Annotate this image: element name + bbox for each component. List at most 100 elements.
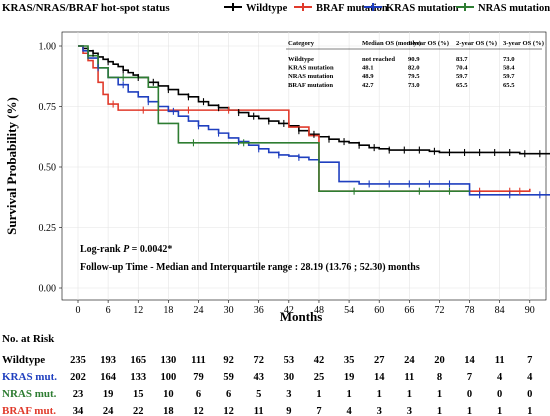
stats-cell-0-2: 90.9 — [408, 56, 420, 63]
risk-cell-0-8: 42 — [314, 355, 325, 366]
y-tick-label-1: 0.25 — [39, 223, 57, 234]
y-axis-label: Survival Probability (%) — [4, 97, 19, 235]
stats-cell-3-2: 73.0 — [408, 82, 420, 89]
legend-title: KRAS/NRAS/BRAF hot-spot status — [2, 2, 170, 14]
stats-header-3: 2-year OS (%) — [456, 40, 497, 47]
risk-cell-1-14: 4 — [497, 372, 503, 383]
risk-cell-3-14: 1 — [497, 406, 502, 416]
risk-cell-3-10: 3 — [377, 406, 382, 416]
legend: KRAS/NRAS/BRAF hot-spot status Wildtype B… — [2, 2, 550, 14]
risk-cell-1-6: 43 — [253, 372, 264, 383]
risk-cell-2-8: 1 — [316, 389, 321, 400]
plot-frame — [61, 31, 547, 301]
risk-cell-0-7: 53 — [284, 355, 295, 366]
risk-cell-3-2: 22 — [133, 406, 144, 416]
risk-row-label-0: Wildtype — [2, 354, 45, 366]
risk-cell-0-10: 27 — [374, 355, 385, 366]
risk-cell-0-9: 35 — [344, 355, 355, 366]
risk-cell-1-10: 14 — [374, 372, 385, 383]
risk-cell-2-0: 23 — [73, 389, 84, 400]
risk-cell-3-4: 12 — [193, 406, 204, 416]
x-tick-label-5: 30 — [224, 305, 234, 316]
risk-row-label-2: NRAS mut. — [2, 388, 57, 400]
risk-row-label-3: BRAF mut. — [2, 405, 56, 416]
risk-cell-3-6: 11 — [254, 406, 264, 416]
logrank-prefix: Log-rank — [80, 244, 123, 255]
risk-cell-0-3: 130 — [160, 355, 176, 366]
x-tick-label-11: 66 — [404, 305, 414, 316]
stats-cell-1-0: KRAS mutation — [288, 65, 334, 72]
risk-cell-3-12: 1 — [437, 406, 442, 416]
stats-cell-0-0: Wildtype — [288, 56, 314, 63]
stats-cell-2-4: 59.7 — [503, 73, 515, 80]
stats-cell-3-1: 42.7 — [362, 82, 374, 89]
stats-cell-3-3: 65.5 — [456, 82, 468, 89]
x-tick-label-15: 90 — [525, 305, 535, 316]
risk-table-title: No. at Risk — [2, 333, 55, 345]
risk-cell-3-15: 1 — [527, 406, 532, 416]
risk-cell-1-0: 202 — [70, 372, 86, 383]
risk-cell-3-1: 24 — [103, 406, 114, 416]
risk-cell-1-13: 7 — [467, 372, 472, 383]
x-tick-label-13: 78 — [465, 305, 475, 316]
risk-cell-1-8: 25 — [314, 372, 325, 383]
stats-cell-2-1: 48.9 — [362, 73, 374, 80]
x-axis-label: Months — [280, 309, 323, 324]
legend-label-2: KRAS mutation — [386, 3, 459, 14]
legend-label-3: NRAS mutation — [478, 3, 550, 14]
risk-cell-1-2: 133 — [130, 372, 146, 383]
risk-cell-3-0: 34 — [73, 406, 84, 416]
risk-cell-3-3: 18 — [163, 406, 174, 416]
x-tick-label-2: 12 — [133, 305, 143, 316]
x-tick-label-1: 6 — [106, 305, 111, 316]
y-tick-label-3: 0.75 — [39, 102, 57, 113]
risk-cell-0-15: 7 — [527, 355, 532, 366]
stats-cell-1-3: 70.4 — [456, 65, 468, 72]
x-tick-label-8: 48 — [314, 305, 324, 316]
risk-cell-1-1: 164 — [100, 372, 117, 383]
x-axis-ticks: 06121824303642485460667278849096 — [76, 300, 535, 316]
stats-cell-1-1: 48.1 — [362, 65, 374, 72]
stats-header-0: Category — [288, 40, 315, 47]
stats-cell-0-1: not reached — [362, 56, 395, 63]
risk-cell-3-5: 12 — [223, 406, 234, 416]
risk-cell-3-7: 9 — [286, 406, 291, 416]
stats-cell-0-4: 73.0 — [503, 56, 515, 63]
risk-cell-0-4: 111 — [191, 355, 206, 366]
grid — [62, 32, 546, 300]
y-tick-label-2: 0.50 — [39, 163, 57, 174]
risk-cell-2-13: 0 — [467, 389, 472, 400]
series-group — [78, 45, 550, 199]
risk-cell-2-11: 1 — [407, 389, 412, 400]
stats-cell-3-0: BRAF mutation — [288, 82, 333, 89]
risk-cell-1-5: 59 — [223, 372, 234, 383]
risk-cell-2-2: 15 — [133, 389, 144, 400]
series-line-3 — [78, 45, 470, 192]
risk-row-label-1: KRAS mut. — [2, 371, 57, 383]
x-tick-label-12: 72 — [434, 305, 444, 316]
x-tick-label-4: 24 — [193, 305, 203, 316]
y-tick-label-4: 1.00 — [39, 42, 57, 53]
stats-cell-0-3: 83.7 — [456, 56, 468, 63]
risk-cell-1-11: 11 — [404, 372, 414, 383]
x-tick-label-6: 36 — [254, 305, 264, 316]
risk-cell-0-0: 235 — [70, 355, 86, 366]
stats-cell-2-3: 59.7 — [456, 73, 468, 80]
stats-cell-1-2: 82.0 — [408, 65, 420, 72]
stats-header-1: Median OS (months) — [362, 40, 421, 47]
risk-cell-2-7: 3 — [286, 389, 291, 400]
logrank-suffix: = 0.0042* — [129, 244, 172, 255]
risk-cell-3-13: 1 — [467, 406, 472, 416]
stats-table: Category Median OS (months)1-year OS (%) 2… — [286, 40, 544, 89]
risk-cell-2-5: 6 — [226, 389, 231, 400]
risk-cell-1-12: 8 — [437, 372, 442, 383]
risk-cell-1-9: 19 — [344, 372, 355, 383]
y-axis-ticks: 0.00 0.25 0.50 0.75 1.00 — [39, 42, 62, 295]
stats-header-2: 1-year OS (%) — [408, 40, 449, 47]
x-tick-label-9: 54 — [344, 305, 354, 316]
logrank-annotation: Log-rank P = 0.0042* — [80, 244, 172, 255]
risk-cell-3-8: 7 — [316, 406, 321, 416]
risk-cell-0-1: 193 — [100, 355, 116, 366]
